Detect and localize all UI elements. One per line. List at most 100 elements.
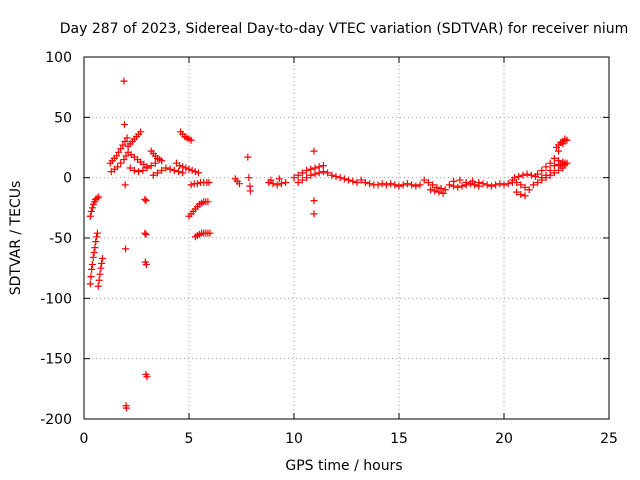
data-point — [122, 245, 130, 253]
x-axis-label: GPS time / hours — [285, 458, 402, 474]
data-point — [90, 248, 98, 256]
data-point — [87, 273, 95, 281]
data-point — [555, 147, 563, 155]
data-point — [550, 169, 558, 177]
data-point — [353, 178, 361, 186]
data-point — [521, 192, 529, 200]
data-point — [235, 180, 243, 188]
data-point — [176, 162, 184, 170]
data-point — [357, 176, 365, 184]
data-point — [563, 159, 571, 167]
data-point — [517, 181, 525, 189]
data-point — [445, 181, 453, 189]
data-point — [534, 178, 542, 186]
data-point — [187, 136, 195, 144]
data-point — [504, 180, 512, 188]
data-point — [175, 168, 182, 176]
data-point — [143, 164, 151, 172]
data-point — [154, 169, 161, 177]
data-point — [319, 162, 327, 170]
y-tick-label: -150 — [40, 352, 72, 368]
data-point — [336, 174, 344, 182]
data-point — [307, 165, 315, 173]
data-point — [483, 181, 491, 189]
x-tick-label: 5 — [185, 431, 194, 447]
y-tick-label: 50 — [54, 110, 72, 126]
axis-ticks: 0 5 10 15 20 25 -200 -150 -100 -50 0 50 100 — [40, 50, 618, 447]
y-tick-label: -100 — [40, 291, 72, 307]
data-point — [114, 163, 122, 171]
data-point — [324, 169, 332, 177]
data-point — [179, 163, 187, 171]
data-point — [115, 148, 123, 156]
data-point — [142, 197, 150, 205]
data-point — [527, 171, 535, 179]
data-point — [122, 152, 130, 160]
data-point — [349, 177, 357, 185]
x-tick-label: 20 — [495, 431, 513, 447]
data-point — [119, 141, 127, 149]
data-point — [303, 166, 311, 174]
data-point — [95, 276, 103, 284]
data-point — [113, 152, 121, 160]
data-point — [437, 185, 445, 193]
data-point — [139, 166, 147, 174]
data-point — [86, 212, 94, 220]
data-point — [137, 128, 145, 136]
data-point — [98, 259, 106, 267]
data-point — [311, 170, 319, 178]
y-tick-label: -50 — [49, 231, 72, 247]
data-point — [439, 189, 447, 197]
data-point — [310, 197, 318, 205]
data-point — [298, 169, 306, 177]
data-point — [378, 180, 386, 188]
data-point — [194, 169, 202, 177]
data-point — [458, 182, 466, 190]
data-point — [427, 186, 434, 194]
data-point — [366, 180, 374, 188]
data-point — [88, 265, 96, 273]
data-point — [179, 169, 187, 177]
data-point — [450, 177, 458, 185]
data-point — [345, 176, 353, 184]
data-point — [399, 181, 407, 189]
x-tick-label: 25 — [600, 431, 618, 447]
data-point — [121, 137, 129, 145]
data-point — [479, 180, 487, 188]
data-point — [420, 176, 428, 184]
data-point — [496, 180, 504, 188]
data-point — [487, 182, 495, 190]
data-point — [143, 373, 151, 381]
data-point — [149, 171, 157, 179]
data-point — [191, 168, 199, 176]
data-point — [95, 193, 103, 201]
data-point — [462, 178, 470, 186]
chart-title: Day 287 of 2023, Sidereal Day-to-day VTE… — [60, 21, 629, 37]
data-point — [391, 181, 399, 189]
data-point — [267, 176, 275, 184]
data-point — [429, 181, 437, 189]
data-point — [120, 156, 128, 164]
data-point — [92, 238, 100, 246]
x-tick-label: 15 — [390, 431, 408, 447]
data-point — [158, 157, 166, 165]
data-point — [555, 166, 563, 174]
data-point — [117, 159, 125, 167]
data-point — [142, 230, 150, 238]
data-point — [529, 181, 537, 189]
data-point — [135, 168, 143, 176]
data-point — [315, 163, 323, 171]
data-point — [151, 159, 159, 167]
data-point — [471, 181, 479, 189]
data-point — [298, 176, 306, 184]
data-point — [546, 166, 554, 174]
data-point — [469, 177, 476, 185]
data-point — [519, 171, 527, 179]
data-point — [187, 181, 195, 189]
data-point — [303, 174, 311, 182]
data-point — [546, 159, 554, 167]
data-point — [456, 176, 464, 184]
data-point — [382, 181, 390, 189]
data-point — [122, 404, 130, 412]
